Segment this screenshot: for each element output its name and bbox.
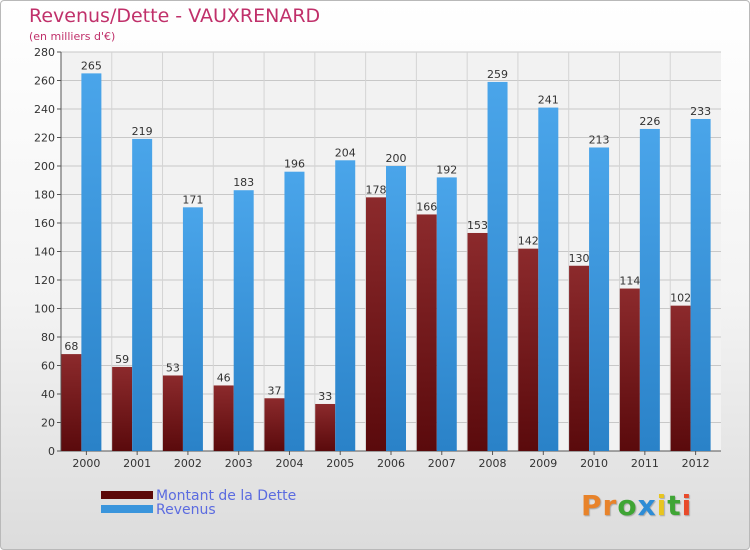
data-label-revenue: 259 <box>487 68 508 81</box>
y-tick-label: 180 <box>34 189 55 202</box>
bar-revenue <box>487 81 508 452</box>
bar-revenue <box>132 138 153 452</box>
chart-subtitle: (en milliers d'€) <box>29 30 116 43</box>
bar-debt <box>416 214 437 451</box>
bar-debt <box>619 288 640 451</box>
proxiti-logo: Proxiti <box>581 489 692 522</box>
data-label-revenue: 265 <box>81 59 102 72</box>
data-label-debt: 59 <box>115 353 129 366</box>
bar-debt <box>264 398 285 451</box>
plot-area: 0 20 40 60 80 100 120 140 160 180 200 220 240 260 280 6… <box>34 46 721 470</box>
data-label-debt: 33 <box>318 390 332 403</box>
data-label-debt: 102 <box>670 292 691 305</box>
data-label-revenue: 196 <box>284 158 305 171</box>
y-tick-label: 120 <box>34 274 55 287</box>
logo-letter: i <box>681 489 693 522</box>
bar-debt <box>112 366 133 451</box>
y-tick-label: 60 <box>41 360 55 373</box>
x-tick-label: 2004 <box>275 457 303 470</box>
bar-revenue <box>81 73 102 451</box>
x-tick-label: 2009 <box>529 457 557 470</box>
y-tick-label: 80 <box>41 331 55 344</box>
bar-revenue <box>386 166 406 451</box>
logo-letter: i <box>656 489 668 522</box>
data-label-revenue: 219 <box>132 125 153 138</box>
data-label-debt: 53 <box>166 361 180 374</box>
legend-swatch-debt <box>101 491 153 499</box>
y-tick-label: 40 <box>41 388 55 401</box>
data-label-debt: 178 <box>366 183 387 196</box>
data-label-debt: 37 <box>267 384 281 397</box>
y-tick-label: 160 <box>34 217 55 230</box>
bar-revenue <box>233 190 254 451</box>
y-tick-label: 200 <box>34 160 55 173</box>
bar-revenue <box>538 107 559 451</box>
x-tick-label: 2005 <box>326 457 354 470</box>
data-label-revenue: 183 <box>233 176 254 189</box>
data-label-revenue: 171 <box>182 193 203 206</box>
bar-revenue <box>690 118 711 451</box>
logo-letter: t <box>667 489 682 522</box>
bar-revenue <box>436 177 457 451</box>
x-tick-label: 2001 <box>123 457 151 470</box>
y-tick-label: 240 <box>34 103 55 116</box>
x-tick-label: 2002 <box>174 457 202 470</box>
x-tick-label: 2007 <box>428 457 456 470</box>
bar-revenue <box>182 207 203 451</box>
data-label-debt: 46 <box>217 371 231 384</box>
bar-debt <box>518 248 539 451</box>
bar-revenue <box>639 128 660 451</box>
data-label-revenue: 204 <box>335 146 356 159</box>
chart-title: Revenus/Dette - VAUXRENARD <box>29 5 321 27</box>
legend-label-revenue: Revenus <box>156 502 216 518</box>
data-label-debt: 142 <box>518 235 539 248</box>
data-label-debt: 166 <box>416 200 437 213</box>
data-label-revenue: 213 <box>589 133 610 146</box>
bar-debt <box>670 305 691 451</box>
logo-letter: x <box>637 489 657 522</box>
bar-debt <box>61 354 82 451</box>
data-label-revenue: 241 <box>538 94 559 107</box>
data-label-debt: 153 <box>467 219 488 232</box>
bar-debt <box>162 375 183 451</box>
data-label-revenue: 226 <box>639 115 660 128</box>
bar-debt <box>467 232 488 451</box>
data-label-revenue: 233 <box>690 105 711 118</box>
y-tick-label: 260 <box>34 75 55 88</box>
y-tick-label: 100 <box>34 303 55 316</box>
legend-label-debt: Montant de la Dette <box>156 488 297 504</box>
data-label-debt: 68 <box>64 340 78 353</box>
x-tick-label: 2011 <box>631 457 659 470</box>
bar-debt <box>569 265 590 451</box>
legend-swatch-revenue <box>101 505 153 513</box>
y-tick-label: 280 <box>34 46 55 59</box>
x-tick-label: 2003 <box>225 457 253 470</box>
y-tick-label: 140 <box>34 246 55 259</box>
y-tick-label: 0 <box>48 445 55 458</box>
x-tick-label: 2010 <box>580 457 608 470</box>
logo-letter: P <box>581 489 603 522</box>
bar-revenue <box>284 171 305 451</box>
bar-revenue <box>589 147 610 451</box>
x-tick-label: 2000 <box>72 457 100 470</box>
data-label-debt: 130 <box>569 252 590 265</box>
data-label-debt: 114 <box>619 275 640 288</box>
y-tick-label: 20 <box>41 417 55 430</box>
x-tick-label: 2008 <box>479 457 507 470</box>
data-label-revenue: 200 <box>386 152 407 165</box>
bar-debt <box>366 197 386 451</box>
x-tick-label: 2012 <box>682 457 710 470</box>
logo-letter: o <box>617 489 638 522</box>
data-label-revenue: 192 <box>436 163 457 176</box>
y-tick-label: 220 <box>34 132 55 145</box>
x-tick-label: 2006 <box>377 457 405 470</box>
bar-revenue <box>335 160 356 452</box>
bar-debt <box>213 385 234 451</box>
logo-letter: r <box>602 489 618 522</box>
bar-debt <box>315 403 336 451</box>
